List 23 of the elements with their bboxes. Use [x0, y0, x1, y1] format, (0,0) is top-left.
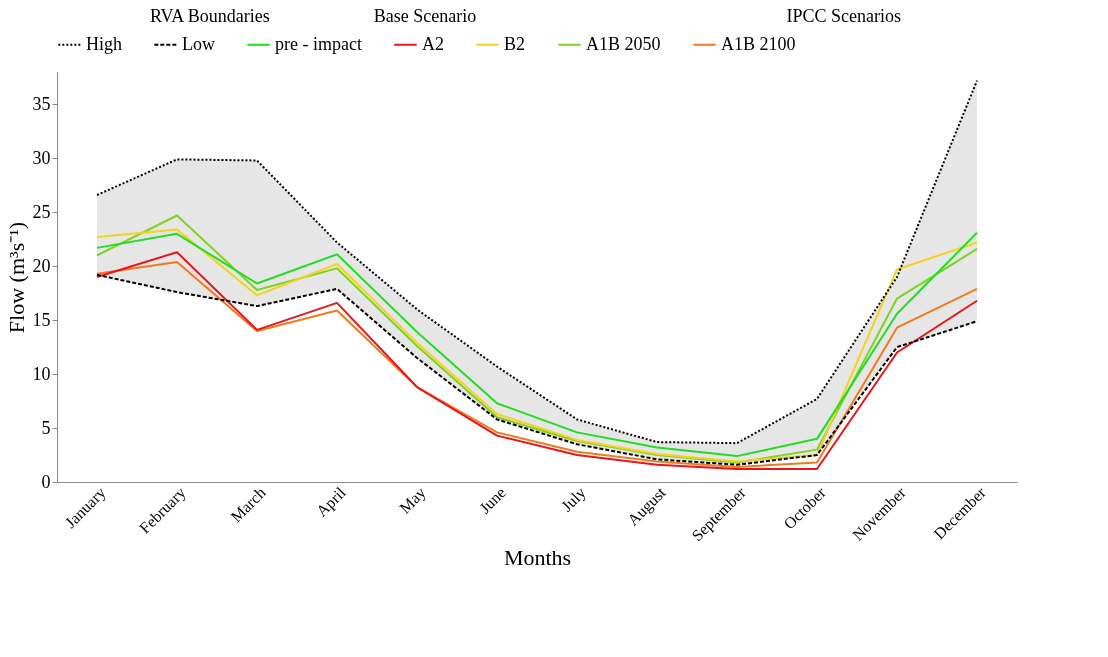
x-axis-title: Months — [503, 545, 572, 571]
legend-label: A1B 2050 — [586, 33, 661, 54]
y-tick-label: 10 — [32, 363, 51, 384]
legend-label: Low — [182, 33, 215, 54]
legend-label: A1B 2100 — [721, 33, 796, 54]
x-tick-label: July — [557, 483, 590, 516]
y-axis-title: Flow (m³s⁻¹) — [3, 221, 29, 334]
legend-label: A2 — [422, 33, 444, 54]
y-tick-label: 5 — [41, 417, 51, 438]
y-tick-label: 0 — [41, 471, 51, 492]
legend-label: pre - impact — [275, 33, 362, 54]
legend-label: High — [86, 33, 122, 54]
legend-label: B2 — [504, 33, 526, 54]
x-tick-label: May — [396, 483, 430, 518]
x-tick-label: June — [476, 483, 509, 517]
text: RVA Boundaries — [150, 6, 271, 27]
y-tick-label: 30 — [32, 147, 51, 168]
y-tick-label: 35 — [32, 93, 51, 114]
y-tick-label: 25 — [32, 201, 51, 222]
text: Base Scenario — [373, 6, 478, 27]
y-tick-label: 15 — [32, 309, 51, 330]
text: IPCC Scenarios — [785, 6, 903, 27]
y-tick-label: 20 — [32, 255, 51, 276]
